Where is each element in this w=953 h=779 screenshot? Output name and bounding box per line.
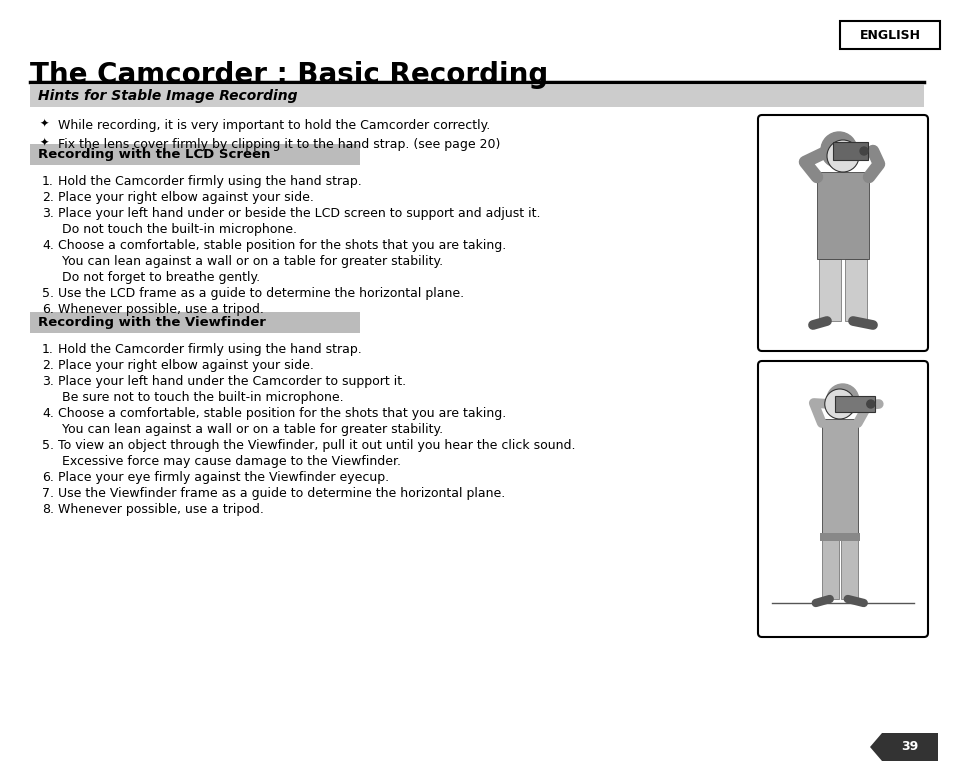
Text: Whenever possible, use a tripod.: Whenever possible, use a tripod. [58,503,264,516]
Text: Hints for Stable Image Recording: Hints for Stable Image Recording [38,89,297,103]
Text: You can lean against a wall or on a table for greater stability.: You can lean against a wall or on a tabl… [62,255,442,268]
Text: While recording, it is very important to hold the Camcorder correctly.: While recording, it is very important to… [58,119,490,132]
Text: 3.: 3. [42,207,53,220]
Text: 4.: 4. [42,239,53,252]
FancyBboxPatch shape [821,533,838,599]
Text: 1.: 1. [42,175,53,188]
FancyBboxPatch shape [821,419,857,533]
Text: ✦: ✦ [40,119,50,129]
Text: Hold the Camcorder firmly using the hand strap.: Hold the Camcorder firmly using the hand… [58,343,361,356]
Text: 3.: 3. [42,375,53,388]
Text: 2.: 2. [42,191,53,204]
Text: Hold the Camcorder firmly using the hand strap.: Hold the Camcorder firmly using the hand… [58,175,361,188]
Text: Place your left hand under the Camcorder to support it.: Place your left hand under the Camcorder… [58,375,406,388]
Text: Place your left hand under or beside the LCD screen to support and adjust it.: Place your left hand under or beside the… [58,207,540,220]
FancyBboxPatch shape [844,259,866,321]
FancyBboxPatch shape [758,361,927,637]
Text: Place your right elbow against your side.: Place your right elbow against your side… [58,191,314,204]
Text: Choose a comfortable, stable position for the shots that you are taking.: Choose a comfortable, stable position fo… [58,239,506,252]
Text: To view an object through the Viewfinder, pull it out until you hear the click s: To view an object through the Viewfinder… [58,439,575,452]
Text: The Camcorder : Basic Recording: The Camcorder : Basic Recording [30,61,548,89]
Text: Be sure not to touch the built-in microphone.: Be sure not to touch the built-in microp… [62,391,343,404]
Text: 7.: 7. [42,487,54,500]
FancyBboxPatch shape [840,21,939,49]
Text: 1.: 1. [42,343,53,356]
Text: 2.: 2. [42,359,53,372]
Text: ENGLISH: ENGLISH [859,29,920,41]
Text: Use the LCD frame as a guide to determine the horizontal plane.: Use the LCD frame as a guide to determin… [58,287,464,300]
FancyBboxPatch shape [834,396,874,412]
Text: Use the Viewfinder frame as a guide to determine the horizontal plane.: Use the Viewfinder frame as a guide to d… [58,487,505,500]
Text: Excessive force may cause damage to the Viewfinder.: Excessive force may cause damage to the … [62,455,400,468]
Text: Fix the lens cover firmly by clipping it to the hand strap. (see page 20): Fix the lens cover firmly by clipping it… [58,138,500,151]
Text: Choose a comfortable, stable position for the shots that you are taking.: Choose a comfortable, stable position fo… [58,407,506,420]
Text: Do not touch the built-in microphone.: Do not touch the built-in microphone. [62,223,296,236]
Text: Recording with the Viewfinder: Recording with the Viewfinder [38,316,266,329]
Text: ✦: ✦ [40,138,50,148]
Circle shape [859,147,867,155]
Circle shape [826,140,858,172]
FancyBboxPatch shape [30,85,923,107]
Circle shape [824,389,854,419]
FancyBboxPatch shape [819,533,859,541]
Text: 6.: 6. [42,471,53,484]
FancyBboxPatch shape [30,144,359,165]
Circle shape [821,132,856,168]
Text: 5.: 5. [42,287,54,300]
Text: 5.: 5. [42,439,54,452]
FancyBboxPatch shape [758,115,927,351]
Text: You can lean against a wall or on a table for greater stability.: You can lean against a wall or on a tabl… [62,423,442,436]
Text: Whenever possible, use a tripod.: Whenever possible, use a tripod. [58,303,264,316]
FancyBboxPatch shape [30,312,359,333]
FancyBboxPatch shape [832,142,867,160]
Circle shape [866,400,874,408]
FancyBboxPatch shape [840,533,857,599]
Text: 8.: 8. [42,503,54,516]
Text: Do not forget to breathe gently.: Do not forget to breathe gently. [62,271,260,284]
Text: 39: 39 [901,741,918,753]
Text: 4.: 4. [42,407,53,420]
FancyBboxPatch shape [816,172,868,259]
Text: Recording with the LCD Screen: Recording with the LCD Screen [38,148,270,161]
Text: Place your eye firmly against the Viewfinder eyecup.: Place your eye firmly against the Viewfi… [58,471,389,484]
Text: 6.: 6. [42,303,53,316]
Circle shape [826,384,858,416]
FancyBboxPatch shape [818,259,841,321]
Text: Place your right elbow against your side.: Place your right elbow against your side… [58,359,314,372]
Polygon shape [869,733,937,761]
